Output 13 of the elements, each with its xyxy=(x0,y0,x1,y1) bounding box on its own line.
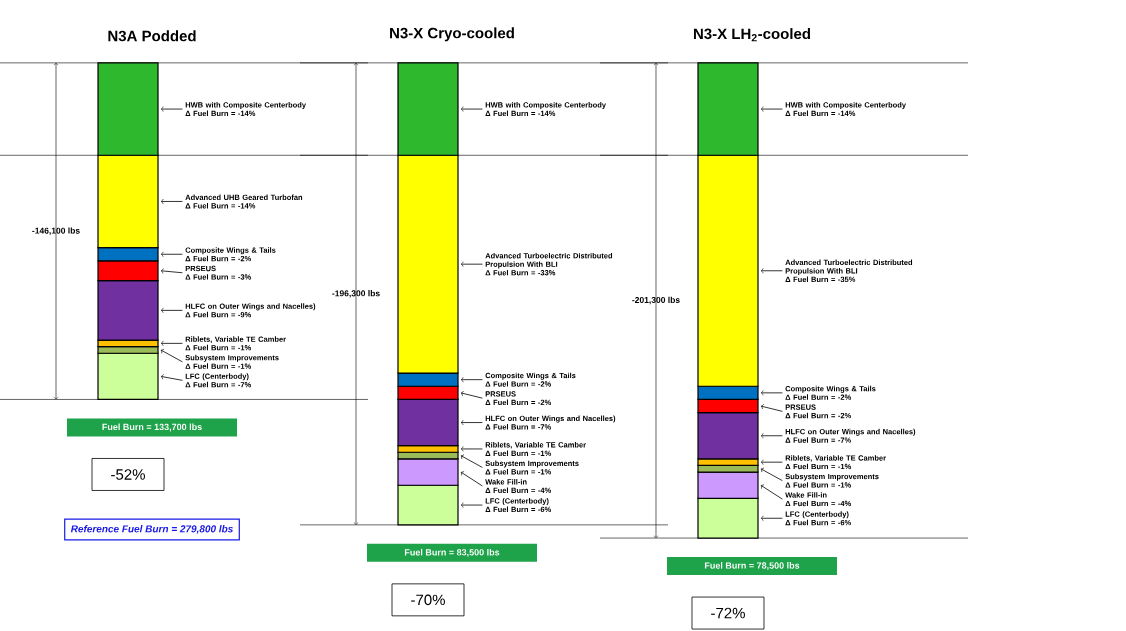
chart-title: N3-X Cryo-cooled xyxy=(390,27,514,42)
text: -70% xyxy=(411,594,445,606)
text: -201,300 lbs xyxy=(632,296,680,305)
chart-title: N3A Podded xyxy=(108,30,196,42)
text: -146,100 lbs xyxy=(32,227,80,235)
text: -72% xyxy=(711,607,745,619)
text: -196,300 lbs xyxy=(332,290,380,298)
text: Fuel Burn = 83,500 lbs xyxy=(404,548,500,557)
text: Reference Fuel Burn = 279,800 lbs xyxy=(70,525,233,534)
text: -52% xyxy=(111,469,145,480)
chart-title: N3-X LH$_{2}$-cooled xyxy=(693,28,811,42)
text: Fuel Burn = 133,700 lbs xyxy=(102,423,202,432)
text: Fuel Burn = 78,500 lbs xyxy=(704,562,800,571)
